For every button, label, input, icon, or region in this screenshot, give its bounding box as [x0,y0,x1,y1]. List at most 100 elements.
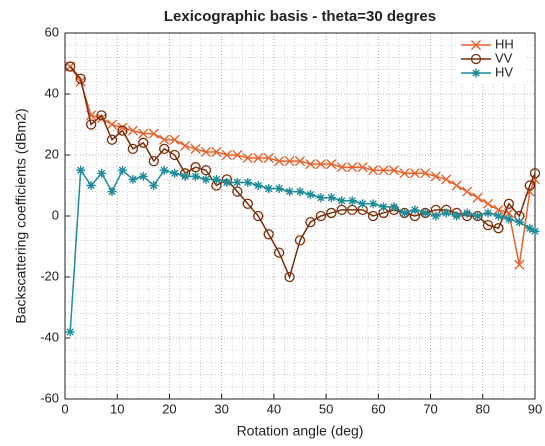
marker [117,122,128,133]
marker [409,168,420,179]
marker [315,210,327,222]
marker [274,184,284,194]
marker [294,235,306,246]
marker [211,174,221,184]
marker [117,165,127,175]
marker [180,171,190,181]
legend-marker [471,40,481,50]
y-tick-label: 40 [45,85,59,100]
marker [148,155,159,167]
marker [326,159,337,170]
marker [138,171,148,181]
marker [138,128,149,139]
x-tick-label: 60 [371,401,385,416]
marker [347,204,358,216]
marker [514,217,524,227]
series-line [69,66,536,265]
marker [86,181,96,190]
marker [127,125,138,136]
marker [97,168,107,178]
marker [399,168,410,179]
marker [253,181,263,190]
x-tick-label: 80 [476,401,490,416]
marker [96,110,107,121]
x-tick-label: 50 [319,401,333,416]
marker [305,216,316,228]
marker [264,184,274,194]
marker [117,125,128,136]
marker [399,208,409,218]
marker [379,202,389,212]
marker [326,193,336,203]
marker [336,204,347,216]
marker [337,196,347,206]
marker [483,208,493,218]
marker [190,143,201,154]
marker [305,190,315,200]
marker [367,210,379,222]
marker [211,146,222,157]
marker [514,259,525,270]
marker [243,177,253,187]
marker [493,211,503,221]
y-tick-label: -60 [40,390,59,405]
marker [462,208,472,218]
marker [284,156,295,167]
marker [316,193,326,203]
marker [169,149,180,161]
legend-label: VV [495,50,513,65]
marker [347,196,357,206]
marker [159,143,170,155]
marker [430,171,441,182]
legend-marker [470,53,482,65]
marker [232,150,243,160]
marker [107,119,117,130]
y-axis-label: Backscattering coefficients (dBm2) [13,108,29,323]
marker [529,168,541,179]
x-tick-label: 70 [423,401,437,416]
marker [315,159,326,170]
marker [85,119,97,130]
marker [389,165,399,176]
marker [295,187,305,197]
marker [201,146,211,157]
x-tick-label: 40 [267,401,281,416]
marker [530,226,540,236]
marker [159,134,170,145]
marker [452,211,462,221]
marker [358,199,368,209]
marker [75,73,86,84]
marker [441,174,452,185]
x-tick-label: 30 [214,401,228,416]
marker [420,208,430,218]
marker [76,165,86,175]
legend-marker [471,68,481,78]
plot-frame [64,32,536,400]
marker [242,153,253,164]
marker [149,181,159,190]
marker [336,162,347,173]
marker [242,198,253,209]
marker [295,156,305,167]
marker [263,229,274,240]
legend-label: HH [495,36,514,51]
marker [232,177,242,187]
marker [170,168,180,178]
marker [232,186,243,197]
marker [305,159,316,170]
marker [263,153,274,164]
marker [253,153,264,164]
x-tick-label: 20 [162,401,176,416]
marker [201,174,211,184]
marker [127,143,139,155]
marker [357,162,368,173]
marker [284,271,295,283]
marker [482,219,494,231]
marker [378,165,389,176]
marker [148,128,159,139]
marker [138,137,149,148]
marker [410,205,420,215]
marker [389,202,399,212]
